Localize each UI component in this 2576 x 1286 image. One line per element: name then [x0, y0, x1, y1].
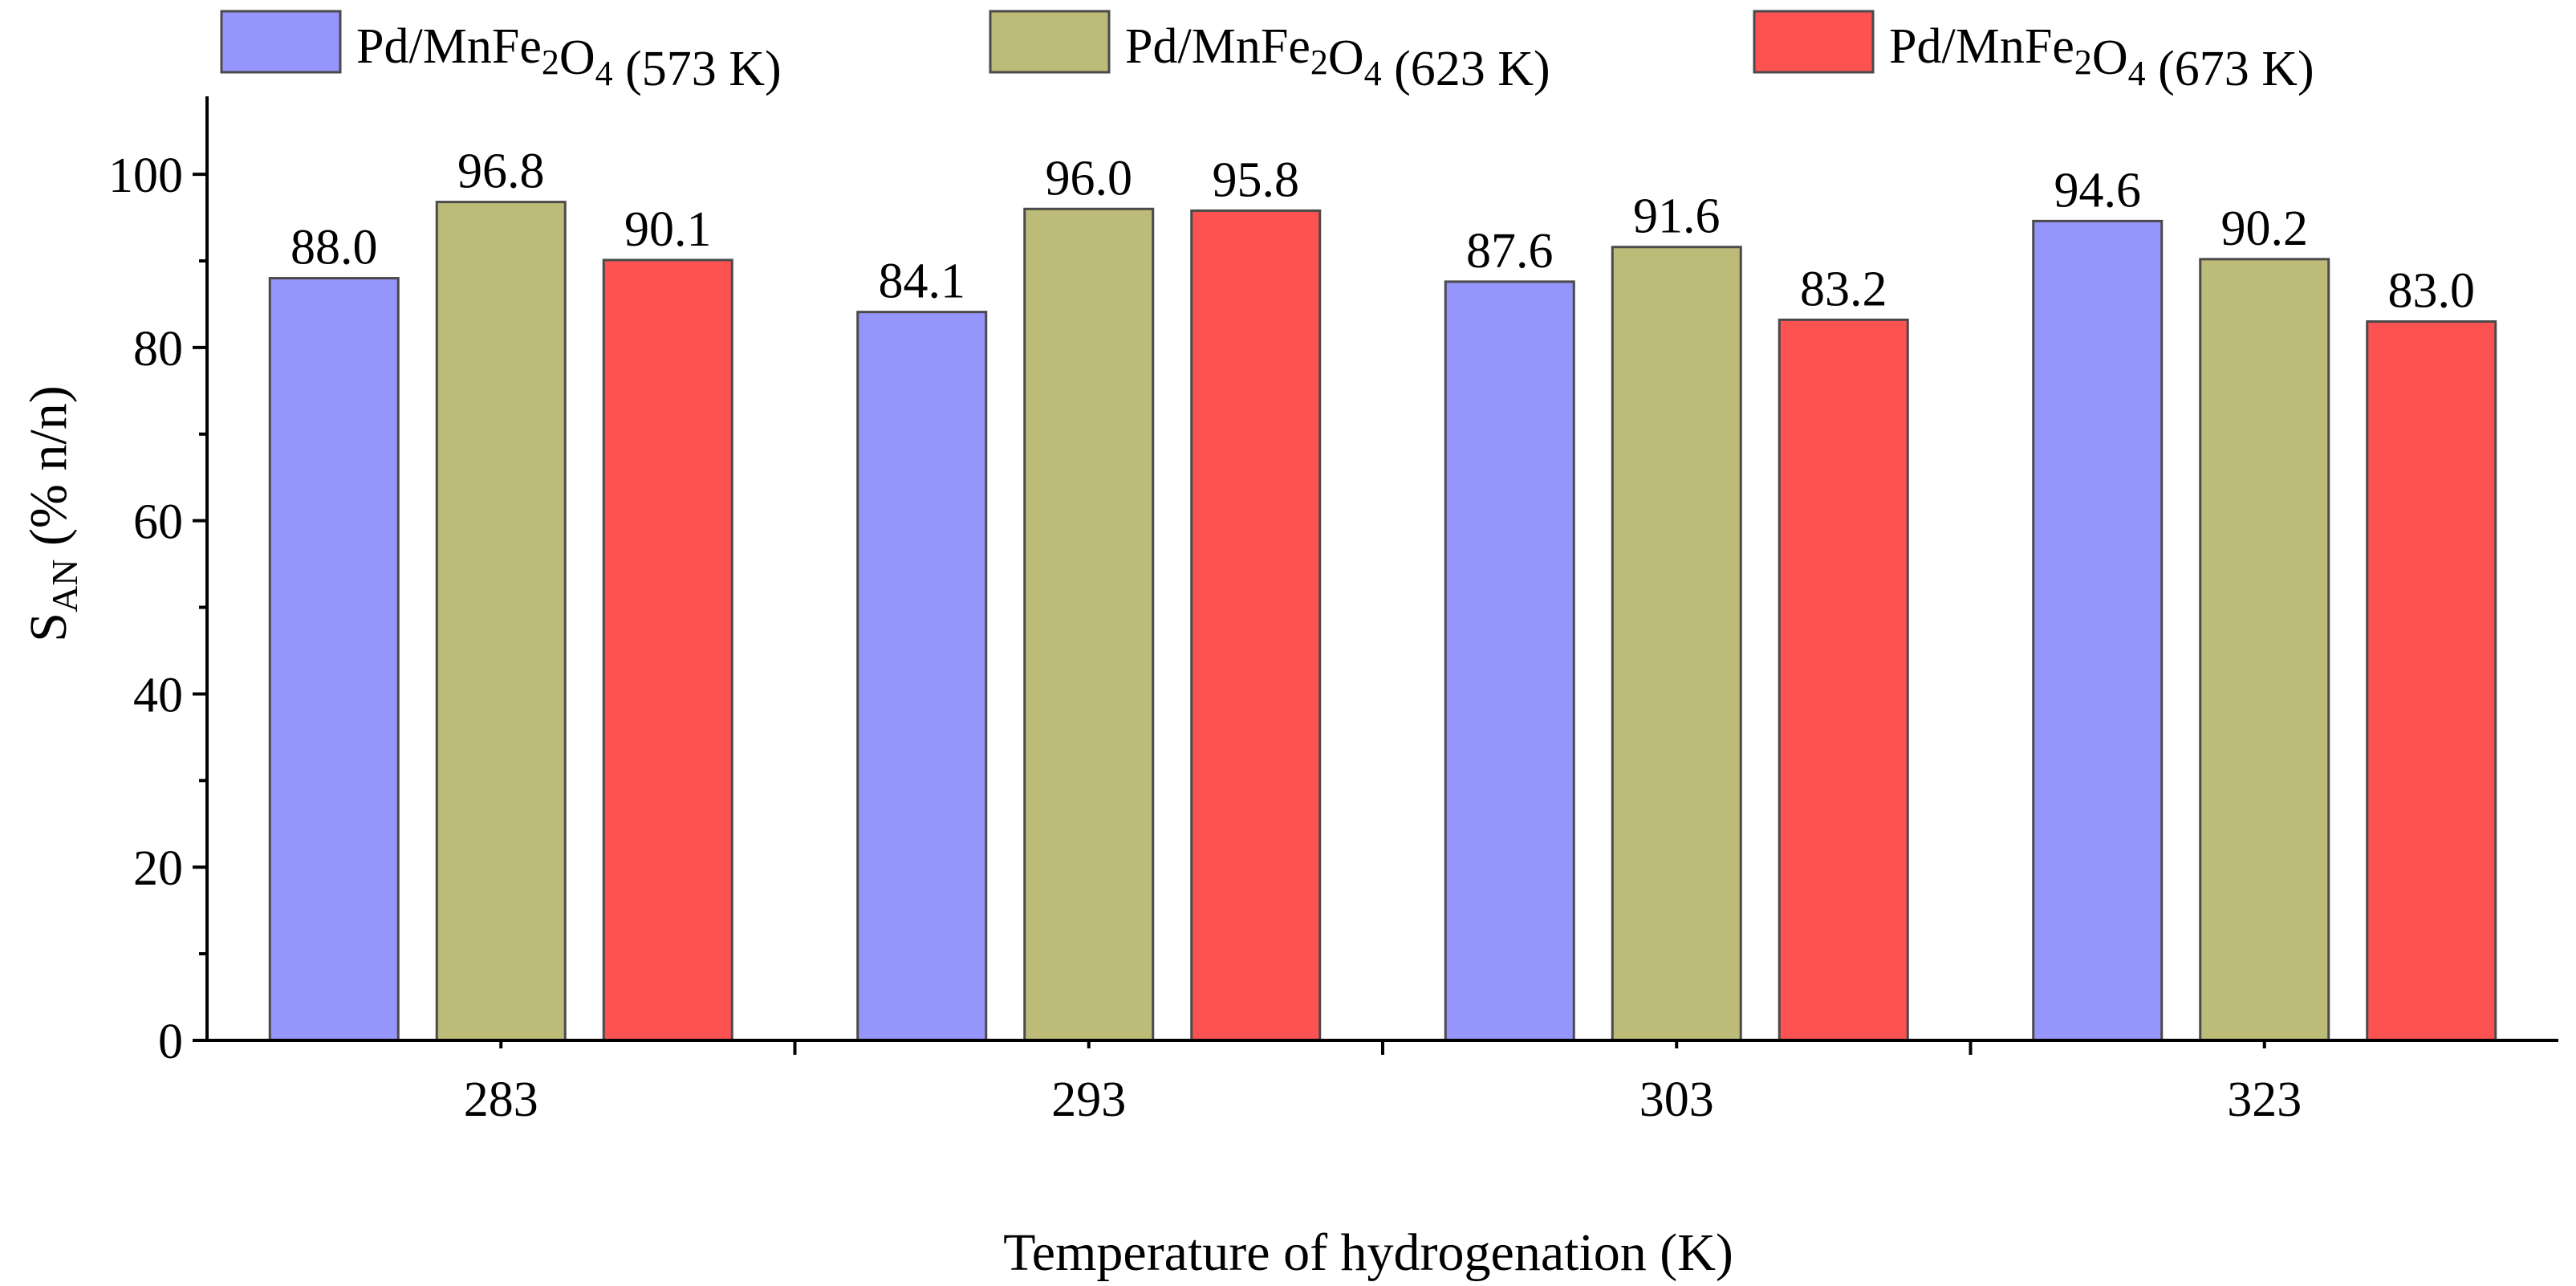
x-tick-label: 303 [1639, 1072, 1714, 1127]
bar-value-label: 90.2 [2221, 201, 2309, 256]
bar [856, 311, 988, 1042]
legend-swatch [220, 10, 342, 74]
y-tick-label: 20 [133, 841, 183, 896]
legend: Pd/MnFe2O4 (573 K) Pd/MnFe2O4 (623 K) Pd/M… [220, 10, 2314, 96]
y-tick-label: 60 [133, 495, 183, 550]
bar-value-label: 83.0 [2388, 264, 2476, 319]
x-tick-label: 293 [1051, 1072, 1126, 1127]
bar-value-label: 83.2 [1800, 262, 1887, 316]
bar-value-label: 96.8 [457, 144, 545, 199]
y-tick-label: 80 [133, 322, 183, 376]
bar [2199, 258, 2330, 1042]
legend-swatch [1753, 10, 1875, 74]
bar-value-label: 91.6 [1633, 189, 1721, 244]
bar-value-label: 90.1 [624, 202, 712, 257]
legend-label: Pd/MnFe2O4 (573 K) [356, 19, 782, 96]
bar [2366, 320, 2497, 1042]
legend-label: Pd/MnFe2O4 (673 K) [1889, 19, 2314, 96]
bars [268, 201, 2497, 1042]
bar [1444, 280, 1575, 1042]
bar [1190, 209, 1322, 1042]
y-tick-label: 100 [108, 149, 183, 203]
bar-value-label: 95.8 [1213, 153, 1300, 207]
x-tick-label: 283 [464, 1072, 538, 1127]
bar [268, 277, 400, 1042]
bar [2032, 219, 2164, 1042]
y-axis-title: SAN (% n/n) [19, 385, 85, 641]
y-tick-label: 40 [133, 668, 183, 722]
y-tick-label: 0 [158, 1015, 183, 1069]
bar [435, 201, 567, 1042]
legend-label: Pd/MnFe2O4 (623 K) [1125, 19, 1550, 96]
bar-value-label: 87.6 [1466, 224, 1554, 279]
legend-swatch [989, 10, 1111, 74]
bar-value-label: 88.0 [291, 221, 378, 275]
bar [1023, 207, 1155, 1042]
axes: 0 20 40 60 80 100 283 293 303 323 [108, 96, 2558, 1127]
bar-value-label: 94.6 [2054, 163, 2142, 218]
x-axis-title: Temperature of hydrogenation (K) [1003, 1223, 1733, 1282]
bar [1611, 246, 1742, 1042]
bar [602, 258, 733, 1042]
value-labels: 88.0 84.1 87.6 94.6 96.8 96.0 91.6 90.2 90.1 95.8… [291, 144, 2475, 319]
bar-value-label: 84.1 [879, 254, 966, 309]
bar-value-label: 96.0 [1046, 151, 1133, 206]
x-tick-label: 323 [2227, 1072, 2302, 1127]
bar [1778, 318, 1909, 1042]
